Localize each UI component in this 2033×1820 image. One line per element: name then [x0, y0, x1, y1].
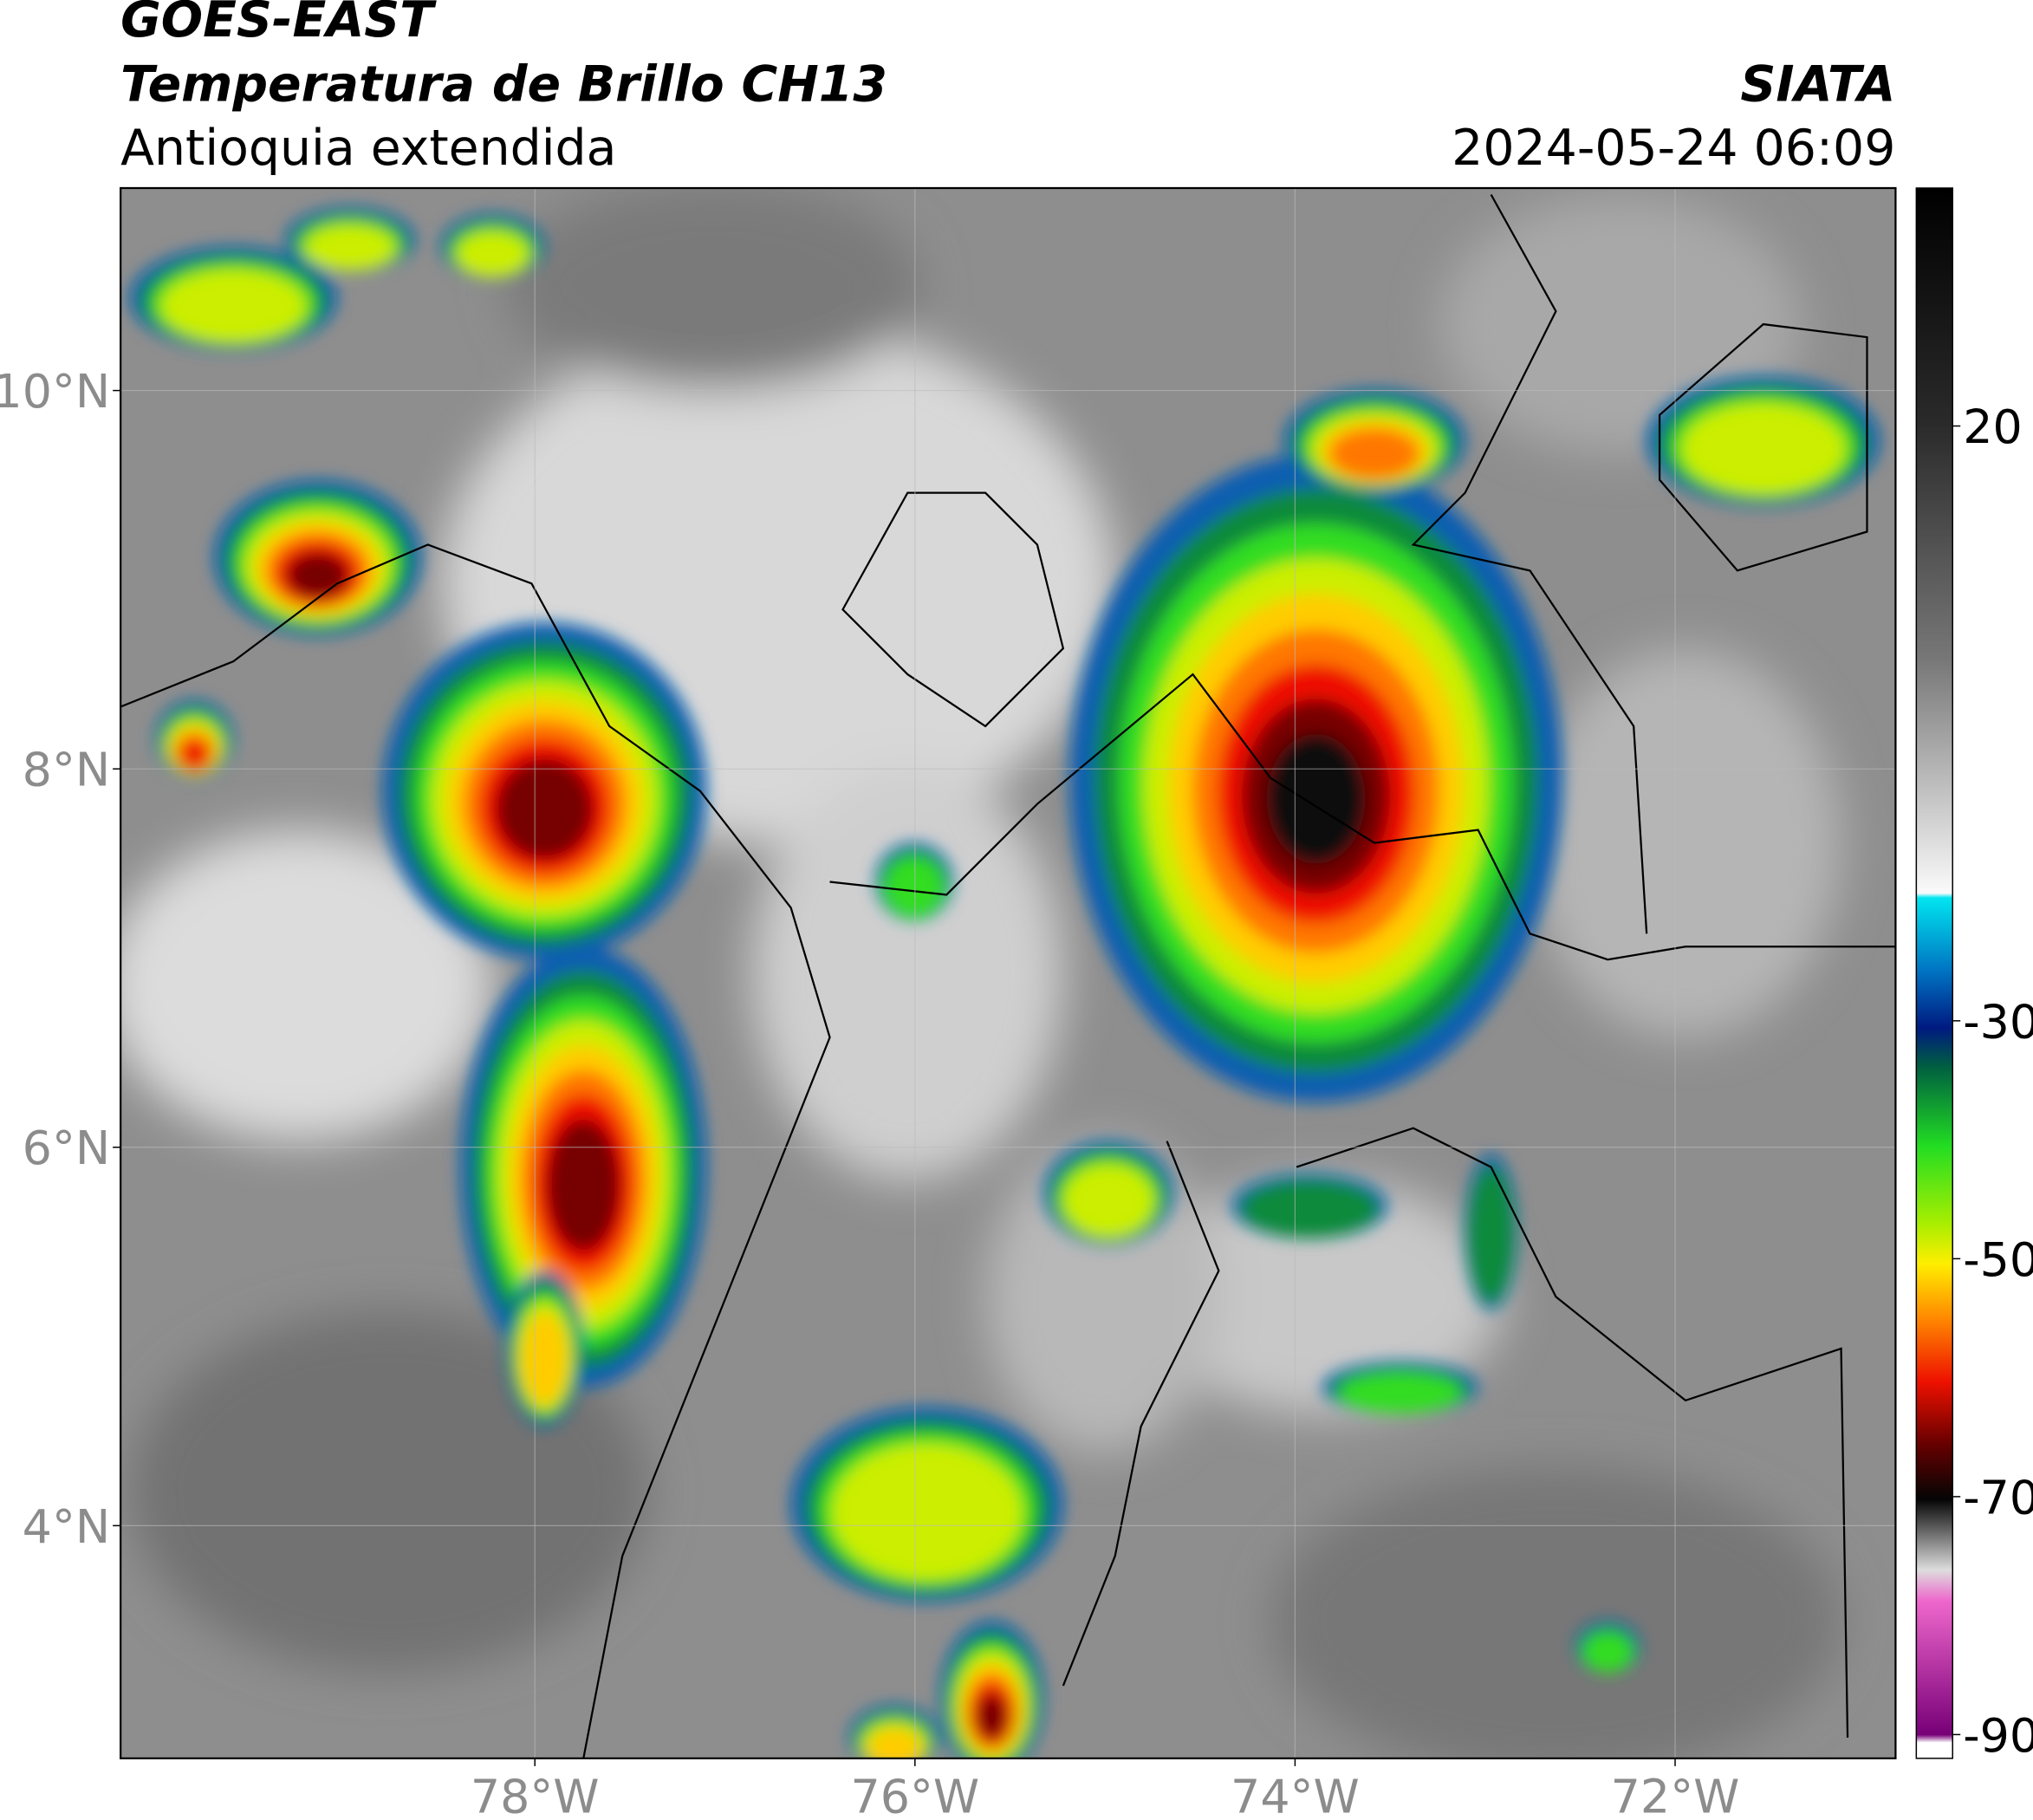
convective-cells — [129, 207, 1880, 1758]
subtitle: Temperatura de Brillo CH13 — [120, 56, 887, 114]
datetime: 2024-05-24 06:09 — [1452, 120, 1895, 177]
cloud-top-layer — [304, 224, 396, 271]
colorbar-tick-label: -70 — [1963, 1470, 2033, 1524]
map-area — [120, 188, 1896, 1758]
cloud-top-layer — [546, 1119, 620, 1251]
map-frame — [120, 186, 1897, 1759]
cloud-top-layer — [867, 1728, 922, 1758]
clouds — [120, 188, 1841, 1758]
cloud-top-layer — [1681, 403, 1846, 495]
cloud-top-layer — [456, 231, 529, 277]
cloud-top-layer — [160, 270, 307, 343]
colorbar-tick-label: 20 — [1963, 400, 2023, 454]
y-tick-label: 10°N — [0, 364, 110, 419]
cloud-top-layer — [831, 1444, 1023, 1581]
title: GOES-EAST — [120, 0, 437, 49]
cloud-top-layer — [1467, 1164, 1515, 1305]
x-tick-label: 72°W — [1611, 1770, 1740, 1820]
cloud-top-layer — [1338, 1372, 1463, 1414]
cloud-top-layer — [286, 552, 349, 600]
cloud-top-layer — [521, 1312, 568, 1406]
x-tick-label: 78°W — [471, 1770, 600, 1820]
source: SIATA — [1740, 56, 1895, 114]
cloud-top-layer — [179, 738, 211, 770]
cloud-top-layer — [882, 855, 945, 919]
cloud-top-layer — [976, 1693, 1008, 1740]
colorbar-tick-label: -30 — [1963, 994, 2033, 1049]
colorbar-tick-label: -90 — [1963, 1708, 2033, 1763]
y-tick-label: 8°N — [23, 743, 110, 797]
x-tick-label: 76°W — [850, 1770, 979, 1820]
region: Antioquia extendida — [120, 120, 616, 177]
colorbar-tick-label: -50 — [1963, 1232, 2033, 1287]
x-tick-label: 74°W — [1231, 1770, 1360, 1820]
cloud-top-layer — [1062, 1164, 1154, 1238]
cloud-top-layer — [1266, 733, 1366, 864]
cloud-top-layer — [496, 758, 594, 861]
cloud-top-layer — [1582, 1631, 1634, 1674]
colorbar — [1915, 187, 1953, 1759]
borders — [120, 193, 1896, 1758]
cloud-top-layer — [1328, 427, 1420, 480]
y-tick-label: 6°N — [23, 1121, 110, 1175]
grid — [120, 188, 1896, 1758]
ticks: 78°W 76°W 74°W 72°W 10°N 8°N 6°N 4°N 20 -30 -50 -70… — [0, 364, 2033, 1820]
y-tick-label: 4°N — [23, 1499, 110, 1554]
cloud-top-layer — [1239, 1179, 1380, 1238]
